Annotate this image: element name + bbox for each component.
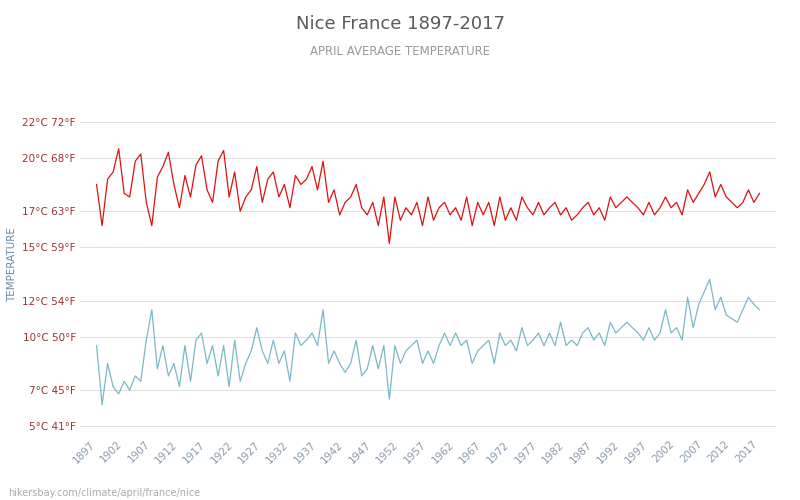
Text: APRIL AVERAGE TEMPERATURE: APRIL AVERAGE TEMPERATURE (310, 45, 490, 58)
Text: hikersbay.com/climate/april/france/nice: hikersbay.com/climate/april/france/nice (8, 488, 200, 498)
Text: Nice France 1897-2017: Nice France 1897-2017 (295, 15, 505, 33)
Y-axis label: TEMPERATURE: TEMPERATURE (6, 228, 17, 302)
